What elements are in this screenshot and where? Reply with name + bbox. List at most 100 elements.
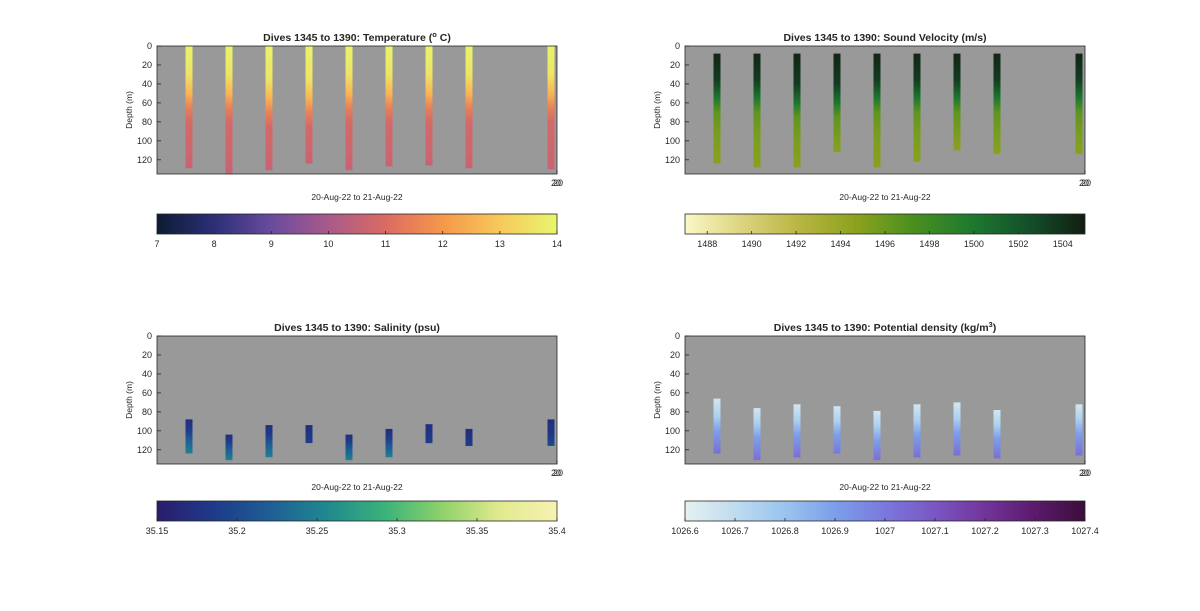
x-axis-label: 20-Aug-22 to 21-Aug-22 [311,482,402,492]
dive-profile-8 [993,53,1001,155]
colorbar-tick-label: 10 [323,239,333,249]
colorbar-tick-label: 8 [212,239,217,249]
dive-profile-3 [265,425,273,458]
x-axis-label: 20-Aug-22 to 21-Aug-22 [311,192,402,202]
x-tick-label: 20 [1079,178,1089,188]
dive-profile-4 [833,53,841,153]
colorbar-tick-label: 35.25 [306,526,329,536]
colorbar-tick-label: 7 [154,239,159,249]
y-tick-label: 0 [675,41,680,51]
x-tick-label: 20 [551,178,561,188]
dive-profile-5 [345,434,353,461]
chart-title-end: ) [993,322,997,334]
colorbar-tick-label: 1502 [1008,239,1028,249]
colorbar-tick-label: 1494 [831,239,851,249]
colorbar-tick-label: 1488 [697,239,717,249]
y-tick-label: 0 [147,331,152,341]
colorbar-tick-label: 1492 [786,239,806,249]
dive-profile-1 [185,419,193,454]
axes-box [156,335,558,465]
y-tick-label: 120 [137,445,152,455]
y-tick-label: 40 [142,79,152,89]
dive-profile-8 [993,410,1001,459]
y-tick-label: 80 [670,407,680,417]
dive-profile-6 [913,53,921,162]
dive-profile-9 [1075,404,1083,456]
dive-profile-4 [305,46,313,164]
colorbar-tick-label: 1027.2 [971,526,999,536]
colorbar-tick-label: 1496 [875,239,895,249]
y-axis-label: Depth (m) [652,381,662,419]
dive-profile-3 [793,404,801,458]
y-tick-label: 120 [665,445,680,455]
y-tick-label: 100 [137,136,152,146]
dive-profile-6 [913,404,921,458]
y-tick-label: 80 [142,407,152,417]
colorbar-tick-label: 1026.7 [721,526,749,536]
axes-box [684,45,1086,175]
chart-sound-velocity: Dives 1345 to 1390: Sound Velocity (m/s)… [652,32,1091,249]
colorbar-tick-label: 35.4 [548,526,566,536]
x-tick-label: 20 [1081,178,1091,188]
colorbar-tick-label: 14 [552,239,562,249]
plot-area [685,336,1085,464]
y-tick-label: 40 [142,369,152,379]
colorbar-tick-label: 1027.1 [921,526,949,536]
dive-profile-1 [713,53,721,164]
chart-title: Dives 1345 to 1390: Sound Velocity (m/s) [783,32,986,44]
y-tick-label: 40 [670,79,680,89]
y-tick-label: 40 [670,369,680,379]
colorbar-tick-label: 11 [381,239,390,249]
chart-title: Dives 1345 to 1390: Temperature (o C) [263,30,451,44]
dive-profile-5 [873,53,881,168]
y-tick-label: 80 [142,117,152,127]
y-tick-label: 0 [675,331,680,341]
chart-title: Dives 1345 to 1390: Salinity (psu) [274,322,440,334]
x-tick-label: 20 [553,178,563,188]
chart-title-superscript: 3 [989,320,993,329]
chart-title-main: Dives 1345 to 1390: Salinity (psu) [274,322,440,334]
x-axis-label: 20-Aug-22 to 21-Aug-22 [839,482,930,492]
dive-profile-2 [225,46,233,174]
dive-profile-9 [1075,53,1083,155]
chart-salinity: Dives 1345 to 1390: Salinity (psu) 0 20 40 6… [124,322,566,536]
dive-profile-3 [265,46,273,171]
colorbar-tick-label: 1498 [919,239,939,249]
dive-profile-9 [547,46,555,170]
colorbar-tick-label: 35.35 [466,526,489,536]
y-tick-label: 60 [670,388,680,398]
y-tick-label: 100 [665,136,680,146]
chart-potential-density: Dives 1345 to 1390: Potential density (k… [652,320,1099,536]
plot-area [157,336,557,464]
y-tick-label: 120 [137,155,152,165]
colorbar-tick-label: 1027 [875,526,895,536]
y-tick-label: 60 [670,98,680,108]
chart-title-end: C) [437,32,451,44]
y-tick-label: 80 [670,117,680,127]
y-tick-label: 60 [142,388,152,398]
colorbar-tick-label: 1027.4 [1071,526,1099,536]
y-tick-label: 20 [142,350,152,360]
y-tick-label: 100 [137,426,152,436]
axes-box [684,335,1086,465]
chart-temperature: Dives 1345 to 1390: Temperature (o C) 0 20… [124,30,563,249]
dive-profile-3 [793,53,801,168]
y-tick-label: 20 [142,60,152,70]
y-tick-label: 100 [665,426,680,436]
dive-profile-7 [953,53,961,151]
dive-profile-4 [833,406,841,454]
colorbar-tick-label: 1490 [742,239,762,249]
y-tick-label: 20 [670,350,680,360]
chart-title-main: Dives 1345 to 1390: Sound Velocity (m/s) [783,32,986,44]
colorbar-tick-label: 35.15 [146,526,169,536]
plot-area [157,46,557,174]
colorbar-tick-label: 1504 [1053,239,1073,249]
y-axis-label: Depth (m) [124,91,134,129]
colorbar-tick-label: 9 [269,239,274,249]
y-axis-label: Depth (m) [652,91,662,129]
y-axis-label: Depth (m) [124,381,134,419]
y-tick-label: 120 [665,155,680,165]
colorbar [156,500,558,522]
dive-profile-9 [547,419,555,446]
dive-profile-7 [425,424,433,444]
